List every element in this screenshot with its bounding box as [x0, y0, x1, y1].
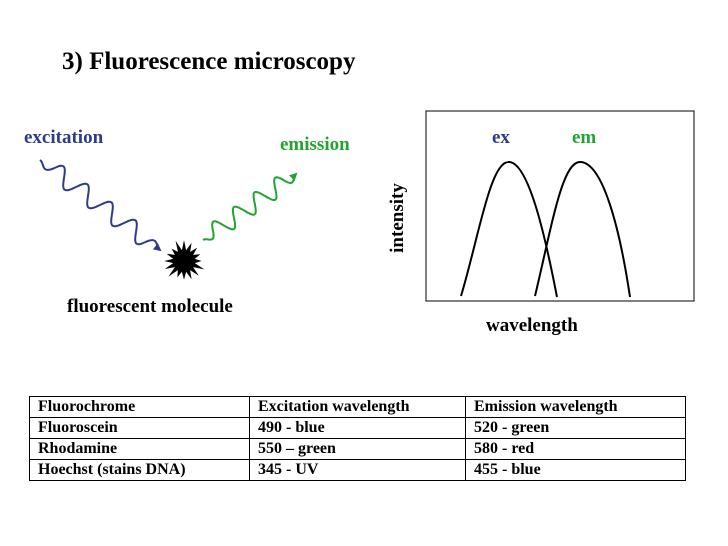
emission-spectrum-curve [534, 160, 631, 298]
fluorochrome-table: Fluorochrome Excitation wavelength Emiss… [29, 396, 686, 481]
fluorescent-molecule-icon [164, 240, 205, 280]
fluorescent-molecule-label: fluorescent molecule [67, 296, 233, 317]
x-axis-label: wavelength [486, 315, 578, 336]
table-cell: 550 – green [249, 438, 466, 460]
table-cell: Rhodamine [29, 438, 250, 460]
table-cell: Fluoroscein [29, 417, 250, 439]
table-cell: 345 - UV [249, 459, 466, 481]
table-row: Rhodamine 550 – green 580 - red [29, 438, 686, 460]
table-cell: 490 - blue [249, 417, 466, 439]
table-cell: 455 - blue [465, 459, 686, 481]
emission-wave-arrow [202, 172, 298, 241]
ex-curve-label: ex [492, 127, 510, 148]
slide-title: 3) Fluorescence microscopy [62, 48, 356, 75]
table-cell: Hoechst (stains DNA) [29, 459, 250, 481]
excitation-spectrum-curve [460, 160, 558, 298]
spectrum-plot-frame [425, 110, 695, 302]
table-row: Fluoroscein 490 - blue 520 - green [29, 417, 686, 439]
table-header-cell: Fluorochrome [29, 396, 250, 418]
table-header-cell: Excitation wavelength [249, 396, 466, 418]
table-cell: 580 - red [465, 438, 686, 460]
y-axis-label: intensity [387, 183, 408, 253]
table-cell: 520 - green [465, 417, 686, 439]
table-header-cell: Emission wavelength [465, 396, 686, 418]
table-row: Hoechst (stains DNA) 345 - UV 455 - blue [29, 459, 686, 481]
table-header-row: Fluorochrome Excitation wavelength Emiss… [29, 396, 686, 418]
emission-label: emission [280, 134, 350, 155]
excitation-wave-arrow [39, 159, 162, 252]
em-curve-label: em [572, 127, 597, 148]
excitation-label: excitation [24, 127, 104, 148]
